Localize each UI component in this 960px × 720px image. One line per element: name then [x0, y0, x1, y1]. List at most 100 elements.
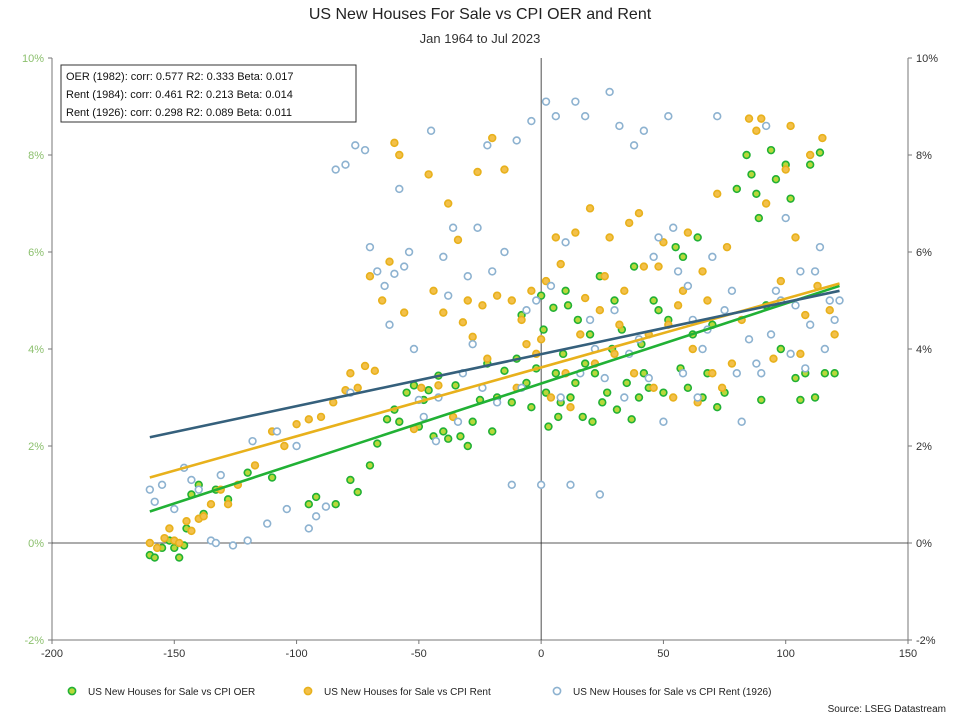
point-rent1926: [551, 111, 561, 121]
point-rent1926: [431, 436, 441, 446]
point-rent1926: [311, 512, 321, 521]
point-rent: [703, 296, 712, 305]
point-oer: [566, 393, 575, 402]
y-tick-label-left: -2%: [24, 635, 44, 647]
point-oer: [796, 395, 805, 405]
point-oer: [395, 417, 404, 426]
point-rent: [805, 150, 815, 160]
point-rent: [541, 276, 551, 286]
point-rent: [483, 354, 492, 363]
point-oer: [659, 388, 668, 397]
point-rent: [786, 121, 795, 131]
point-rent1926: [448, 223, 458, 232]
point-rent1926: [820, 344, 830, 354]
point-rent: [639, 262, 649, 271]
point-rent: [708, 369, 717, 378]
point-rent1926: [766, 330, 776, 339]
point-rent1926: [365, 242, 375, 252]
point-rent1926: [815, 242, 825, 252]
point-rent1926: [615, 121, 624, 131]
point-oer: [649, 296, 658, 305]
point-oer: [536, 291, 546, 300]
x-tick-label: 100: [777, 648, 795, 660]
point-rent1926: [532, 296, 541, 305]
point-rent: [174, 538, 184, 548]
point-oer: [500, 366, 509, 376]
point-rent: [377, 296, 387, 305]
point-oer: [622, 378, 631, 388]
fit-lines-group: [149, 282, 840, 513]
point-rent1926: [468, 339, 477, 349]
y-tick-label-right: 6%: [916, 247, 932, 259]
point-rent: [546, 393, 556, 402]
point-rent1926: [512, 136, 521, 145]
point-rent: [439, 308, 448, 317]
point-rent: [769, 354, 778, 363]
point-rent1926: [801, 364, 810, 373]
point-oer: [771, 175, 781, 184]
point-oer: [590, 369, 600, 378]
point-rent1926: [713, 111, 722, 121]
point-rent1926: [292, 441, 301, 451]
legend: US New Houses for Sale vs CPI OER US New …: [67, 686, 771, 698]
point-rent: [615, 320, 624, 329]
point-oer: [544, 422, 553, 431]
point-rent: [781, 165, 790, 174]
point-rent1926: [786, 349, 795, 359]
point-rent: [566, 403, 575, 412]
point-rent1926: [439, 252, 448, 262]
legend-label-rent1926: US New Houses for Sale vs CPI Rent (1926…: [573, 687, 771, 698]
point-rent: [517, 315, 526, 325]
point-rent: [424, 170, 433, 179]
stats-box: OER (1982): corr: 0.577 R2: 0.333 Beta: …: [60, 64, 357, 123]
fit-line-rent1926: [149, 289, 840, 439]
point-oer: [558, 349, 568, 359]
point-rent1926: [488, 267, 497, 276]
point-oer: [346, 475, 355, 485]
point-rent1926: [331, 165, 340, 174]
point-rent1926: [654, 233, 663, 242]
point-oer: [527, 403, 536, 412]
point-rent: [527, 286, 536, 295]
point-oer: [150, 553, 159, 562]
point-rent1926: [228, 541, 238, 550]
point-rent: [429, 286, 438, 295]
points-group: [145, 87, 844, 562]
point-rent1926: [561, 238, 570, 247]
point-oer: [304, 500, 313, 509]
point-oer: [539, 325, 548, 334]
point-rent: [669, 393, 678, 402]
axes-group: -2% -2% 0% 0% 2% 2% 4% 4% 6% 6% 8% 8% 10% 10% -200 -150…: [22, 53, 938, 660]
point-rent1926: [399, 262, 409, 271]
legend-label-rent: US New Houses for Sale vs CPI Rent: [324, 687, 491, 698]
point-rent1926: [727, 286, 737, 295]
point-rent: [698, 267, 707, 276]
y-tick-label-right: 4%: [916, 344, 932, 356]
point-rent: [488, 133, 497, 143]
point-rent: [624, 218, 634, 228]
fit-line-oer: [149, 284, 840, 513]
point-oer: [353, 487, 362, 497]
x-tick-label: 150: [899, 648, 917, 660]
point-oer: [820, 369, 830, 378]
point-rent1926: [216, 470, 225, 480]
x-tick-label: 0: [538, 648, 544, 660]
point-oer: [678, 252, 688, 262]
point-rent1926: [556, 393, 565, 402]
point-rent1926: [453, 417, 463, 426]
point-oer: [791, 373, 800, 383]
point-rent1926: [673, 267, 683, 276]
point-rent: [292, 419, 301, 429]
point-oer: [578, 412, 587, 422]
legend-marker-rent1926: [552, 686, 562, 696]
point-rent: [678, 286, 688, 295]
point-rent1926: [595, 490, 605, 499]
point-rent1926: [659, 417, 668, 426]
y-tick-label-right: -2%: [916, 635, 936, 647]
point-rent: [620, 286, 629, 295]
point-rent: [280, 441, 289, 451]
point-oer: [563, 301, 573, 310]
point-oer: [451, 381, 460, 390]
point-rent1926: [585, 315, 595, 325]
point-rent1926: [390, 269, 399, 279]
